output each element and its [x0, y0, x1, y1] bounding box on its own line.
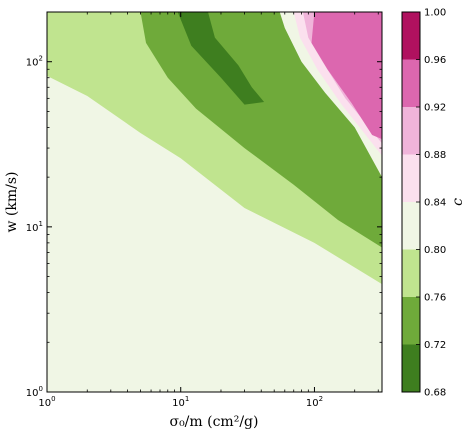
colorbar-tick-label: 0.68 [424, 388, 446, 399]
colorbar-tick-label: 0.88 [424, 150, 446, 161]
colorbar-segment [402, 12, 420, 60]
colorbar-tick-label: 0.80 [424, 245, 446, 256]
colorbar-segment [402, 59, 420, 107]
contour-region-6 [311, 12, 382, 140]
x-tick-label: 101 [172, 395, 189, 409]
colorbar-segment [402, 107, 420, 155]
colorbar-label: c [450, 198, 466, 206]
colorbar-segment [402, 297, 420, 345]
colorbar-tick-label: 0.96 [424, 55, 446, 66]
colorbar-segment [402, 249, 420, 297]
y-axis-label: w (km/s) [4, 171, 20, 232]
plot-frame [46, 11, 383, 393]
plot-area [47, 12, 382, 392]
x-tick-label: 102 [306, 395, 323, 409]
x-axis: 100 101 102 [38, 12, 379, 409]
colorbar-tick-label: 0.76 [424, 293, 446, 304]
colorbar: 0.68 0.72 0.76 0.80 0.84 0.88 0.92 0.96 1.00 [401, 8, 446, 399]
contour-region-2 [177, 12, 265, 105]
x-axis-label: σ₀/m (cm²/g) [170, 414, 259, 430]
colorbar-tick-label: 1.00 [424, 8, 446, 19]
colorbar-tick-label: 0.72 [424, 340, 446, 351]
x-tick-label: 100 [38, 395, 55, 409]
colorbar-tick-label: 0.84 [424, 198, 446, 209]
y-tick-label: 102 [26, 55, 43, 69]
y-tick-label: 100 [26, 385, 43, 399]
colorbar-segment [402, 202, 420, 250]
y-axis: 100 101 102 [26, 11, 382, 399]
colorbar-tick-label: 0.92 [424, 103, 446, 114]
colorbar-segment [402, 344, 420, 392]
colorbar-segment [402, 154, 420, 202]
y-tick-label: 101 [26, 220, 43, 234]
